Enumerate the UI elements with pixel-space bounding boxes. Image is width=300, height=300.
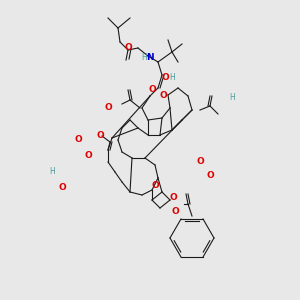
Text: O: O <box>206 170 214 179</box>
Text: H: H <box>49 167 55 176</box>
Text: O: O <box>161 73 169 82</box>
Text: O: O <box>58 184 66 193</box>
Text: O: O <box>151 181 159 190</box>
Text: O: O <box>124 43 132 52</box>
Text: O: O <box>104 103 112 112</box>
Text: O: O <box>96 130 104 140</box>
Text: N: N <box>146 52 154 62</box>
Text: O: O <box>148 85 156 94</box>
Text: O: O <box>74 136 82 145</box>
Text: H: H <box>229 94 235 103</box>
Text: H: H <box>169 74 175 82</box>
Text: H: H <box>141 52 147 62</box>
Text: O: O <box>159 91 167 100</box>
Text: O: O <box>169 194 177 202</box>
Text: O: O <box>196 158 204 166</box>
Text: O: O <box>171 208 179 217</box>
Text: O: O <box>84 151 92 160</box>
